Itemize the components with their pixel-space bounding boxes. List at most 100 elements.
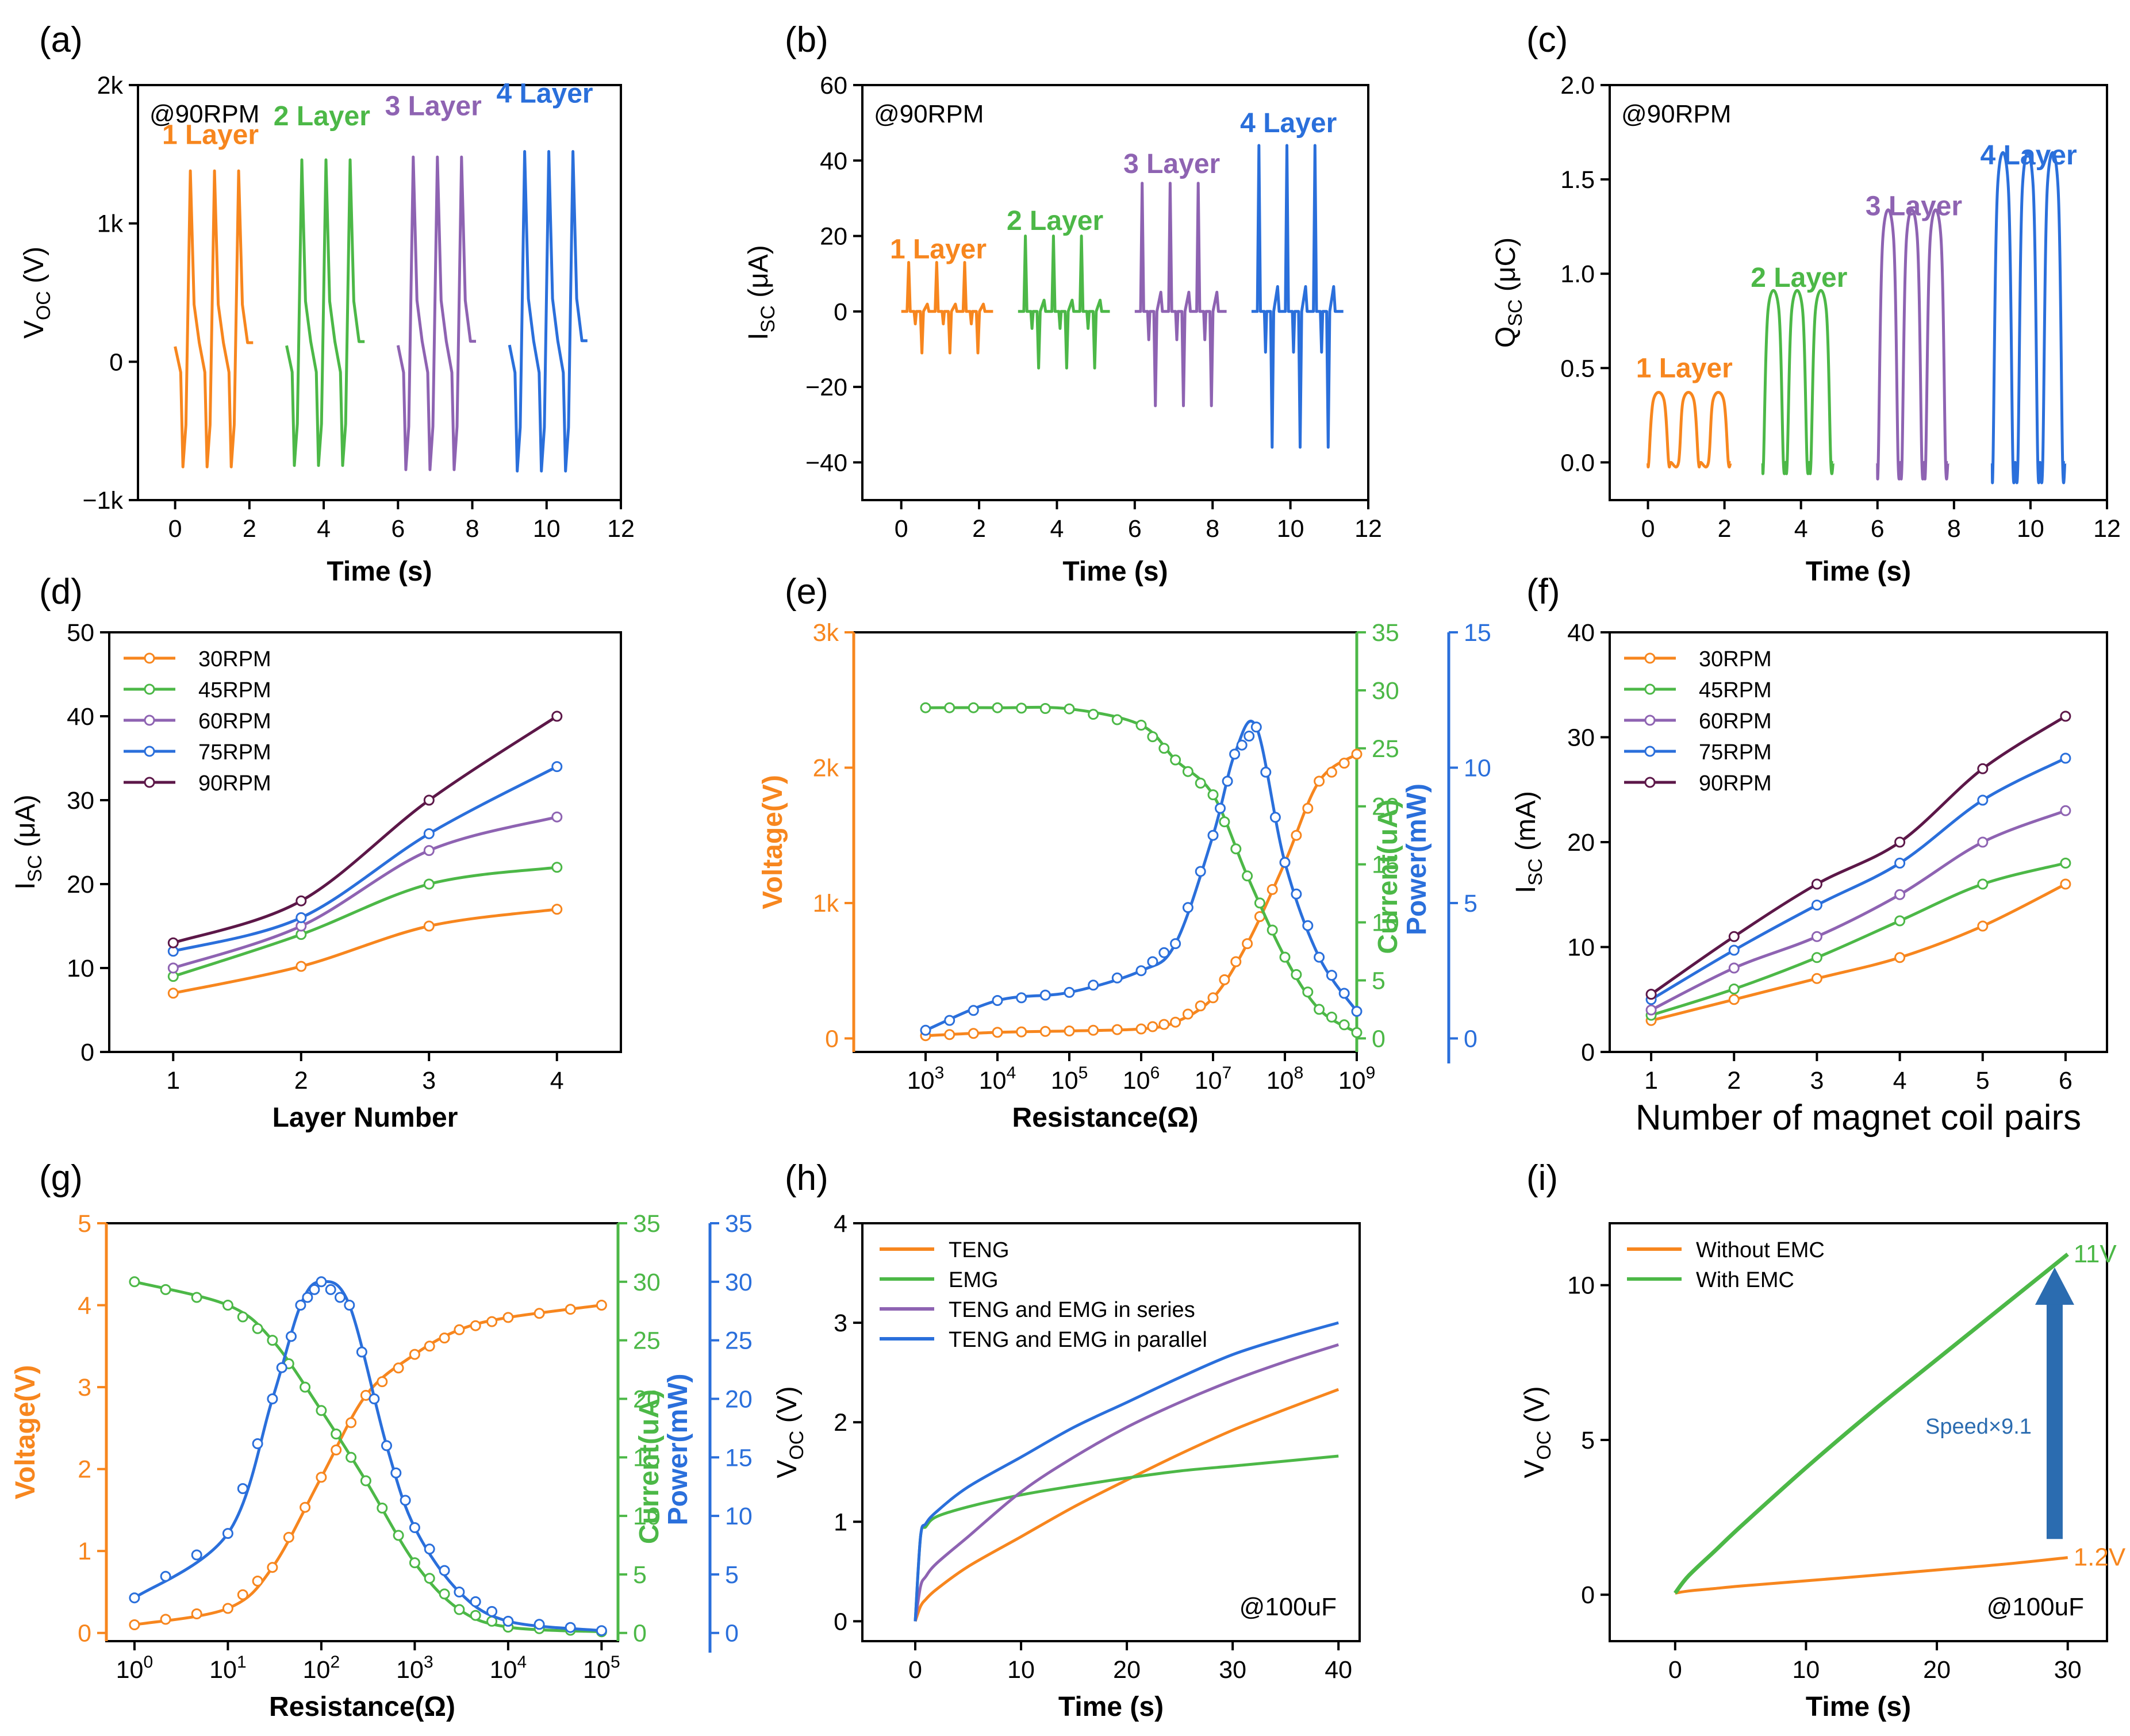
legend-marker	[1644, 746, 1656, 757]
series-label: 2 Layer	[1007, 206, 1103, 236]
x-tick-label: 30	[2054, 1656, 2082, 1684]
data-point	[1894, 915, 1906, 927]
y-tick-label: 40	[820, 147, 847, 175]
data-point	[377, 1376, 388, 1388]
data-point	[454, 1324, 465, 1335]
y3-tick-label: 25	[725, 1327, 753, 1355]
x-tick-label: 6	[1128, 515, 1142, 543]
y-tick-label: 3	[834, 1309, 847, 1337]
data-point	[267, 1562, 278, 1573]
data-point	[316, 1276, 327, 1288]
data-point	[423, 828, 435, 839]
data-point	[129, 1592, 140, 1604]
data-point	[409, 1557, 420, 1569]
data-point	[944, 1029, 955, 1040]
data-point	[1242, 938, 1253, 950]
x-tick-label: 2	[1727, 1067, 1741, 1094]
x-tick-label: 0	[895, 515, 908, 543]
x-tick-label: 4	[550, 1067, 564, 1094]
data-point	[2060, 805, 2071, 816]
data-point	[1977, 836, 1989, 848]
chart-panel-h: (h) 0 10 20 30 40 0 1 2 3 4 Time (s) VOC (V) @100uF TE…	[772, 1158, 1361, 1722]
data-point	[470, 1610, 481, 1621]
data-point	[1728, 994, 1740, 1005]
data-point	[1170, 938, 1181, 950]
series-line	[1673, 1253, 2069, 1595]
data-point	[2060, 858, 2071, 869]
data-point	[1254, 897, 1265, 909]
y-tick-label: −40	[805, 449, 847, 477]
data-point	[534, 1308, 545, 1319]
data-point	[1207, 829, 1219, 841]
y2-tick-label: 15	[1372, 851, 1399, 879]
chart-panel-g: (g)100 101 102 103 104 105012345Resistance(Ω)…	[10, 1158, 753, 1722]
data-point	[316, 1405, 327, 1416]
series-line	[914, 1343, 1339, 1622]
series-label: 1 Layer	[162, 120, 259, 151]
y2-tick-label: 30	[1372, 677, 1399, 705]
data-point	[393, 1362, 404, 1374]
y3-tick-label: 15	[725, 1444, 753, 1472]
data-point	[439, 1332, 450, 1344]
data-point	[1215, 802, 1226, 814]
x-tick-label: 102	[303, 1653, 340, 1684]
series-line-4-layer	[508, 150, 588, 473]
y-tick-label: 2	[834, 1409, 847, 1437]
y-tick-label: 1k	[97, 210, 124, 238]
x-tick-label: 4	[1050, 515, 1064, 543]
data-point	[302, 1292, 313, 1303]
y3-tick-label: 5	[1464, 890, 1477, 917]
panel-label: (b)	[785, 20, 828, 60]
y-tick-label: 5	[78, 1210, 91, 1238]
y-tick-label: 3k	[813, 619, 839, 647]
data-point	[160, 1614, 171, 1625]
plot-frame	[105, 1222, 619, 1642]
y-tick-label: 1.5	[1560, 166, 1595, 194]
x-tick-label: 10	[1007, 1656, 1035, 1684]
data-point	[454, 1604, 465, 1615]
series-line	[172, 908, 558, 995]
data-point	[346, 1451, 357, 1463]
legend-label: 90RPM	[1699, 771, 1772, 796]
plot-frame	[108, 631, 622, 1053]
panel-label: (i)	[1526, 1158, 1558, 1198]
data-point	[423, 845, 435, 857]
data-point	[360, 1475, 371, 1487]
x-tick-label: 40	[1325, 1656, 1352, 1684]
data-point	[565, 1304, 576, 1315]
x-tick-label: 2	[972, 515, 986, 543]
data-point	[2060, 710, 2071, 722]
y3-axis-label: Power(mW)	[663, 1374, 693, 1526]
legend-label: EMG	[949, 1268, 999, 1292]
y-tick-label: 30	[1567, 724, 1595, 752]
data-point	[1977, 920, 1989, 932]
panel-label: (d)	[39, 572, 83, 612]
data-point	[1291, 969, 1302, 980]
data-point	[346, 1417, 357, 1428]
data-point	[1111, 972, 1123, 984]
y2-tick-label: 30	[633, 1269, 661, 1296]
data-point	[1728, 944, 1740, 956]
series-label: 2 Layer	[1751, 263, 1847, 293]
y-axis-label: Voltage(V)	[10, 1365, 41, 1500]
legend-label: TENG and EMG in parallel	[949, 1328, 1207, 1352]
series-line	[914, 1321, 1339, 1622]
data-point	[1267, 884, 1278, 895]
legend-label: 75RPM	[1699, 740, 1772, 765]
data-point	[129, 1619, 140, 1630]
data-point	[2060, 878, 2071, 890]
legend-label: 30RPM	[198, 647, 271, 671]
data-point	[344, 1300, 355, 1311]
y-tick-label: 1	[78, 1538, 91, 1565]
y-tick-label: 2k	[813, 754, 839, 782]
data-point	[502, 1615, 514, 1627]
data-point	[1039, 989, 1051, 1001]
y-axis-label: VOC (V)	[1519, 1386, 1555, 1478]
series-label: 2 Layer	[274, 101, 370, 132]
x-tick-label: 1	[1644, 1067, 1658, 1094]
x-tick-label: 8	[1947, 515, 1961, 543]
condition-annotation: @100uF	[1239, 1593, 1337, 1621]
chart-panel-c: (c) 0 2 4 6 8 10 12 0.0 0.5 1.0 1.5 2.0 Time (s) QSC (…	[1491, 20, 2121, 587]
data-point	[191, 1549, 202, 1561]
